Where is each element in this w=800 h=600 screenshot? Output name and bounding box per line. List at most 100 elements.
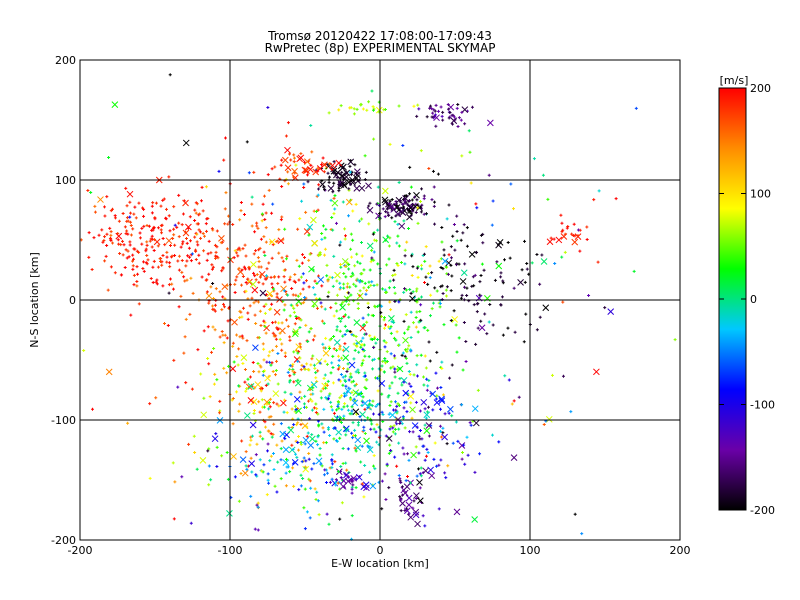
scatter-point-plus [322,473,326,477]
scatter-point-plus [435,394,439,398]
scatter-point-plus [383,316,387,320]
x-tick-label: 100 [520,544,541,557]
colorbar-tick-label: -100 [750,399,775,412]
scatter-point-plus [401,143,405,147]
scatter-point-plus [402,205,406,209]
scatter-point-plus [177,193,181,197]
scatter-point-plus [173,254,177,258]
scatter-point-plus [256,256,260,260]
scatter-point-plus [135,284,139,288]
scatter-point-plus [335,176,339,180]
scatter-point-plus [298,356,302,360]
scatter-point-x [282,459,290,466]
scatter-point-plus [212,346,216,350]
scatter-point-x [126,190,134,198]
scatter-point-plus [421,444,425,448]
scatter-point-plus [306,431,310,435]
scatter-point-plus [424,366,428,370]
scatter-point-plus [449,318,453,322]
scatter-point-plus [553,261,557,265]
scatter-point-plus [252,412,256,416]
scatter-point-plus [354,284,358,288]
scatter-point-plus [359,460,363,464]
scatter-point-plus [280,158,284,162]
scatter-point-plus [413,195,417,199]
scatter-point-plus [374,430,378,434]
scatter-point-plus [418,429,422,433]
scatter-point-plus [392,268,396,272]
scatter-point-plus [164,207,168,211]
scatter-point-plus [331,354,335,358]
scatter-point-plus [343,324,347,328]
scatter-point-plus [338,180,342,184]
scatter-point-plus [358,294,362,298]
scatter-point-plus [186,254,190,258]
scatter-point-x [295,343,303,351]
scatter-point-plus [272,401,276,405]
scatter-point-plus [214,250,218,254]
scatter-point-plus [428,106,432,110]
scatter-point-plus [368,201,372,205]
scatter-point-plus [380,410,384,414]
scatter-point-plus [132,273,136,277]
scatter-point-plus [211,307,215,311]
scatter-point-plus [338,436,342,440]
scatter-point-plus [427,340,431,344]
scatter-point-plus [384,341,388,345]
scatter-point-plus [469,423,473,427]
scatter-point-plus [337,363,341,367]
scatter-point-plus [288,374,292,378]
scatter-point-plus [436,386,439,390]
scatter-point-plus [207,362,211,366]
scatter-point-plus [346,408,350,412]
scatter-point-plus [286,293,290,297]
scatter-point-plus [129,211,133,215]
scatter-point-plus [340,356,344,360]
scatter-point-plus [111,241,115,245]
scatter-point-plus [256,226,260,230]
scatter-point-plus [410,252,414,256]
scatter-point-plus [420,263,424,267]
scatter-point-plus [310,150,314,154]
scatter-point-plus [382,339,386,343]
scatter-point-plus [546,197,550,201]
scatter-point-plus [209,478,213,482]
scatter-point-plus [314,371,318,375]
scatter-point-x [302,167,310,174]
scatter-point-plus [405,240,409,244]
scatter-point-plus [303,256,307,260]
scatter-point-plus [345,468,349,472]
scatter-point-plus [460,457,464,461]
scatter-point-plus [270,282,274,286]
scatter-point-plus [387,394,391,398]
scatter-point-plus [317,183,321,187]
scatter-point-plus [448,376,452,380]
scatter-point-plus [339,319,343,323]
scatter-point-plus [168,265,172,269]
scatter-point-plus [369,337,373,341]
scatter-point-plus [280,342,284,346]
scatter-point-plus [389,308,393,312]
scatter-point-plus [355,344,359,348]
scatter-point-x [249,280,257,288]
scatter-point-plus [325,471,329,475]
scatter-point-plus [299,275,303,279]
scatter-point-plus [395,422,399,426]
scatter-point-plus [395,404,399,408]
scatter-point-plus [271,321,275,325]
scatter-point-plus [254,453,258,457]
scatter-point-plus [388,384,392,388]
scatter-point-plus [116,238,120,242]
scatter-point-plus [405,361,409,365]
scatter-point-plus [195,240,199,244]
scatter-point-x [405,494,413,502]
scatter-point-plus [159,204,163,208]
scatter-point-plus [258,430,262,434]
scatter-point-plus [256,361,260,365]
scatter-point-plus [161,254,165,258]
scatter-point-plus [100,228,104,232]
scatter-point-plus [133,205,137,209]
scatter-point-plus [345,171,349,175]
scatter-point-plus [272,287,276,291]
